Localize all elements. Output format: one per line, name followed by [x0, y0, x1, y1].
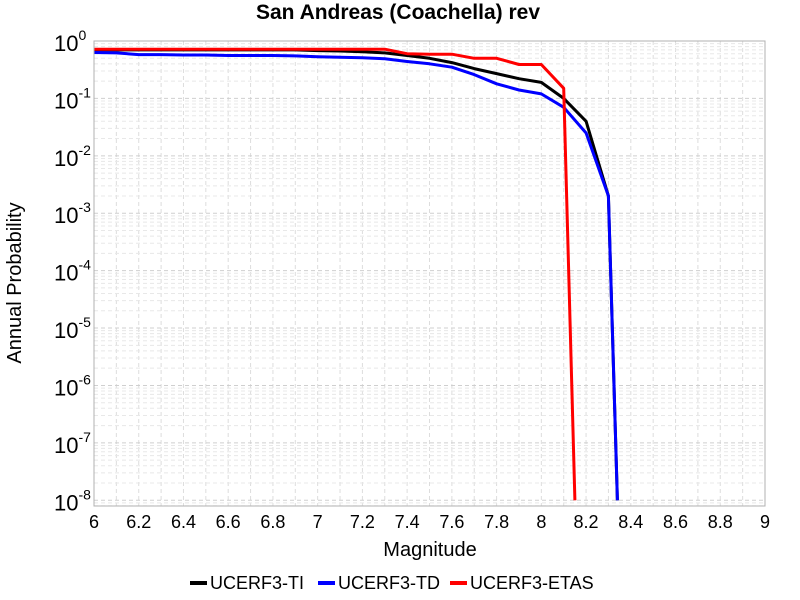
series-line-ucerf3-etas	[94, 47, 577, 501]
y-tick-label: 10-7	[54, 429, 91, 458]
legend-label: UCERF3-TD	[338, 573, 440, 593]
x-tick-label: 8.6	[663, 512, 688, 532]
legend-item: UCERF3-TD	[318, 573, 440, 593]
series-line-ucerf3-ti	[94, 48, 619, 501]
y-axis-label: Annual Probability	[4, 202, 26, 363]
legend-label: UCERF3-TI	[210, 573, 304, 593]
x-tick-label: 6.4	[171, 512, 196, 532]
y-axis-ticks: 100 10-1 10-2 10-3 10-4 10-5 10-6 10-7 10-8	[54, 27, 91, 515]
y-tick-label: 10-8	[54, 486, 91, 515]
y-tick-label: 10-6	[54, 371, 91, 400]
x-tick-label: 6.2	[126, 512, 151, 532]
chart-title: San Andreas (Coachella) rev	[256, 1, 540, 24]
y-tick-label: 10-3	[54, 199, 91, 228]
y-tick-label: 10-5	[54, 314, 91, 343]
y-tick-label: 10-4	[54, 257, 91, 286]
series-layer	[93, 47, 619, 501]
legend-item: UCERF3-TI	[190, 573, 304, 593]
legend: UCERF3-TI UCERF3-TD UCERF3-ETAS	[190, 573, 594, 593]
x-axis-label: Magnitude	[383, 539, 476, 561]
y-tick-label: 10-2	[54, 142, 91, 171]
grid	[93, 40, 766, 507]
y-tick-label: 10-1	[54, 84, 91, 113]
x-tick-label: 8.4	[618, 512, 643, 532]
x-tick-label: 8.8	[708, 512, 733, 532]
series-line-ucerf3-td	[93, 51, 619, 501]
x-tick-label: 7.8	[484, 512, 509, 532]
x-tick-label: 8.2	[574, 512, 599, 532]
x-tick-label: 9	[760, 512, 770, 532]
legend-item: UCERF3-ETAS	[450, 573, 594, 593]
x-axis-ticks: 6 6.2 6.4 6.6 6.8 7 7.2 7.4 7.6 7.8 8 8.2 8.4 8.6 8.8 9	[89, 512, 770, 532]
y-tick-label: 100	[54, 27, 86, 56]
x-tick-label: 6	[89, 512, 99, 532]
x-tick-label: 7.6	[439, 512, 464, 532]
x-tick-label: 7.4	[395, 512, 420, 532]
x-tick-label: 6.6	[216, 512, 241, 532]
x-tick-label: 6.8	[260, 512, 285, 532]
plot-frame	[93, 40, 766, 507]
legend-label: UCERF3-ETAS	[470, 573, 594, 593]
x-tick-label: 7.2	[350, 512, 375, 532]
x-tick-label: 8	[536, 512, 546, 532]
x-tick-label: 7	[313, 512, 323, 532]
